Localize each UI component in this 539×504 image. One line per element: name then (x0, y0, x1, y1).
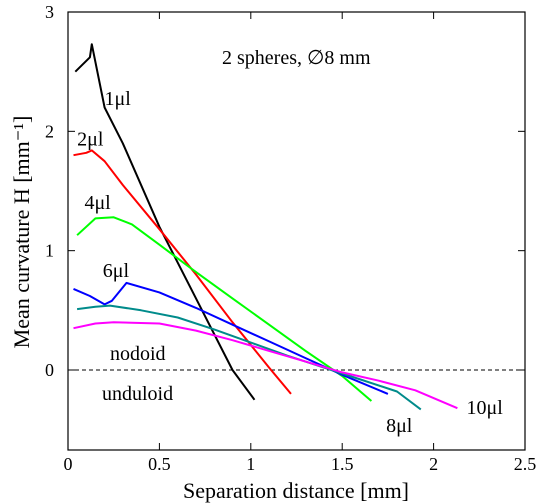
x-tick-label: 1.5 (331, 454, 354, 474)
x-tick-label: 0.5 (148, 454, 171, 474)
series-label-1: 1μl (105, 88, 132, 110)
y-tick-label: 0 (45, 360, 54, 380)
series-label-3: 4μl (84, 192, 111, 214)
x-tick-label: 1 (246, 454, 255, 474)
series-label-2: 2μl (77, 129, 104, 151)
region-label-lower: unduloid (102, 383, 173, 405)
series-line-4 (73, 281, 389, 395)
series-label-4: 6μl (103, 260, 130, 282)
series-line-3 (76, 216, 373, 402)
series-line-1 (74, 43, 256, 401)
region-label-upper: nodoid (110, 343, 166, 365)
y-tick-label: 2 (45, 121, 54, 141)
y-tick-label: 3 (45, 2, 54, 22)
series-line-5 (76, 304, 422, 411)
annotation-text: 2 spheres, ∅8 mm (222, 47, 371, 69)
series-group (73, 43, 458, 411)
x-tick-label: 2.5 (514, 454, 537, 474)
series-line-6 (73, 321, 458, 410)
series-label-5: 8μl (386, 415, 413, 437)
x-axis-title: Separation distance [mm] (183, 478, 409, 503)
y-axis-title: Mean curvature H [mm⁻¹] (9, 116, 34, 349)
series-label-6: 10μl (467, 397, 504, 419)
x-tick-label: 0 (64, 454, 73, 474)
plot-frame (67, 11, 526, 451)
x-tick-label: 2 (429, 454, 438, 474)
tick-labels: 0 0.5 1 1.5 2 2.5 0 1 2 3 (45, 2, 536, 474)
y-tick-label: 1 (45, 241, 54, 261)
